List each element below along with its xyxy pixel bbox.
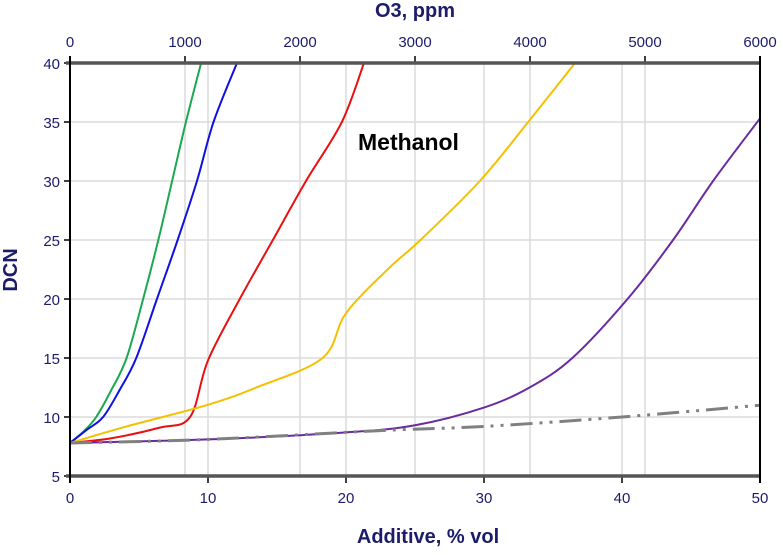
y-tick-label: 40 (43, 56, 60, 73)
x-tick-label: 0 (66, 490, 74, 507)
axes (64, 56, 761, 483)
x2-tick-label: 2000 (283, 34, 316, 51)
y-tick-label: 20 (43, 292, 60, 309)
x2-tick-label: 6000 (743, 34, 776, 51)
series-line-3 (69, 62, 576, 444)
series-line-2 (69, 62, 365, 444)
x2-tick-label: 3000 (398, 34, 431, 51)
series-line-5 (69, 403, 761, 445)
x-axis-title: Additive, % vol (357, 526, 499, 548)
series-line-1 (69, 62, 238, 444)
series-line-0 (69, 62, 203, 444)
y-tick-label: 25 (43, 233, 60, 250)
y-tick-label: 35 (43, 115, 60, 132)
y-tick-label: 10 (43, 410, 60, 427)
x2-tick-label: 4000 (513, 34, 546, 51)
methanol-annotation: Methanol (358, 129, 459, 155)
x-tick-label: 40 (614, 490, 631, 507)
y-tick-label: 30 (43, 174, 60, 191)
x2-tick-label: 5000 (628, 34, 661, 51)
x-tick-label: 30 (476, 490, 493, 507)
x-tick-label: 20 (338, 490, 355, 507)
tick-labels: 5 10 15 20 25 30 35 40 0 10 20 30 40 50 0 1000 2000 3000 4… (43, 34, 776, 507)
y-tick-label: 15 (43, 351, 60, 368)
x2-tick-label: 0 (66, 34, 74, 51)
y-tick-label: 5 (52, 469, 60, 486)
x2-axis-title: O3, ppm (375, 0, 455, 22)
series-lines (69, 62, 761, 445)
x-tick-label: 50 (752, 490, 769, 507)
x-tick-label: 10 (200, 490, 217, 507)
x2-tick-label: 1000 (168, 34, 201, 51)
y-axis-title: DCN (0, 248, 22, 291)
gridlines (70, 62, 760, 477)
